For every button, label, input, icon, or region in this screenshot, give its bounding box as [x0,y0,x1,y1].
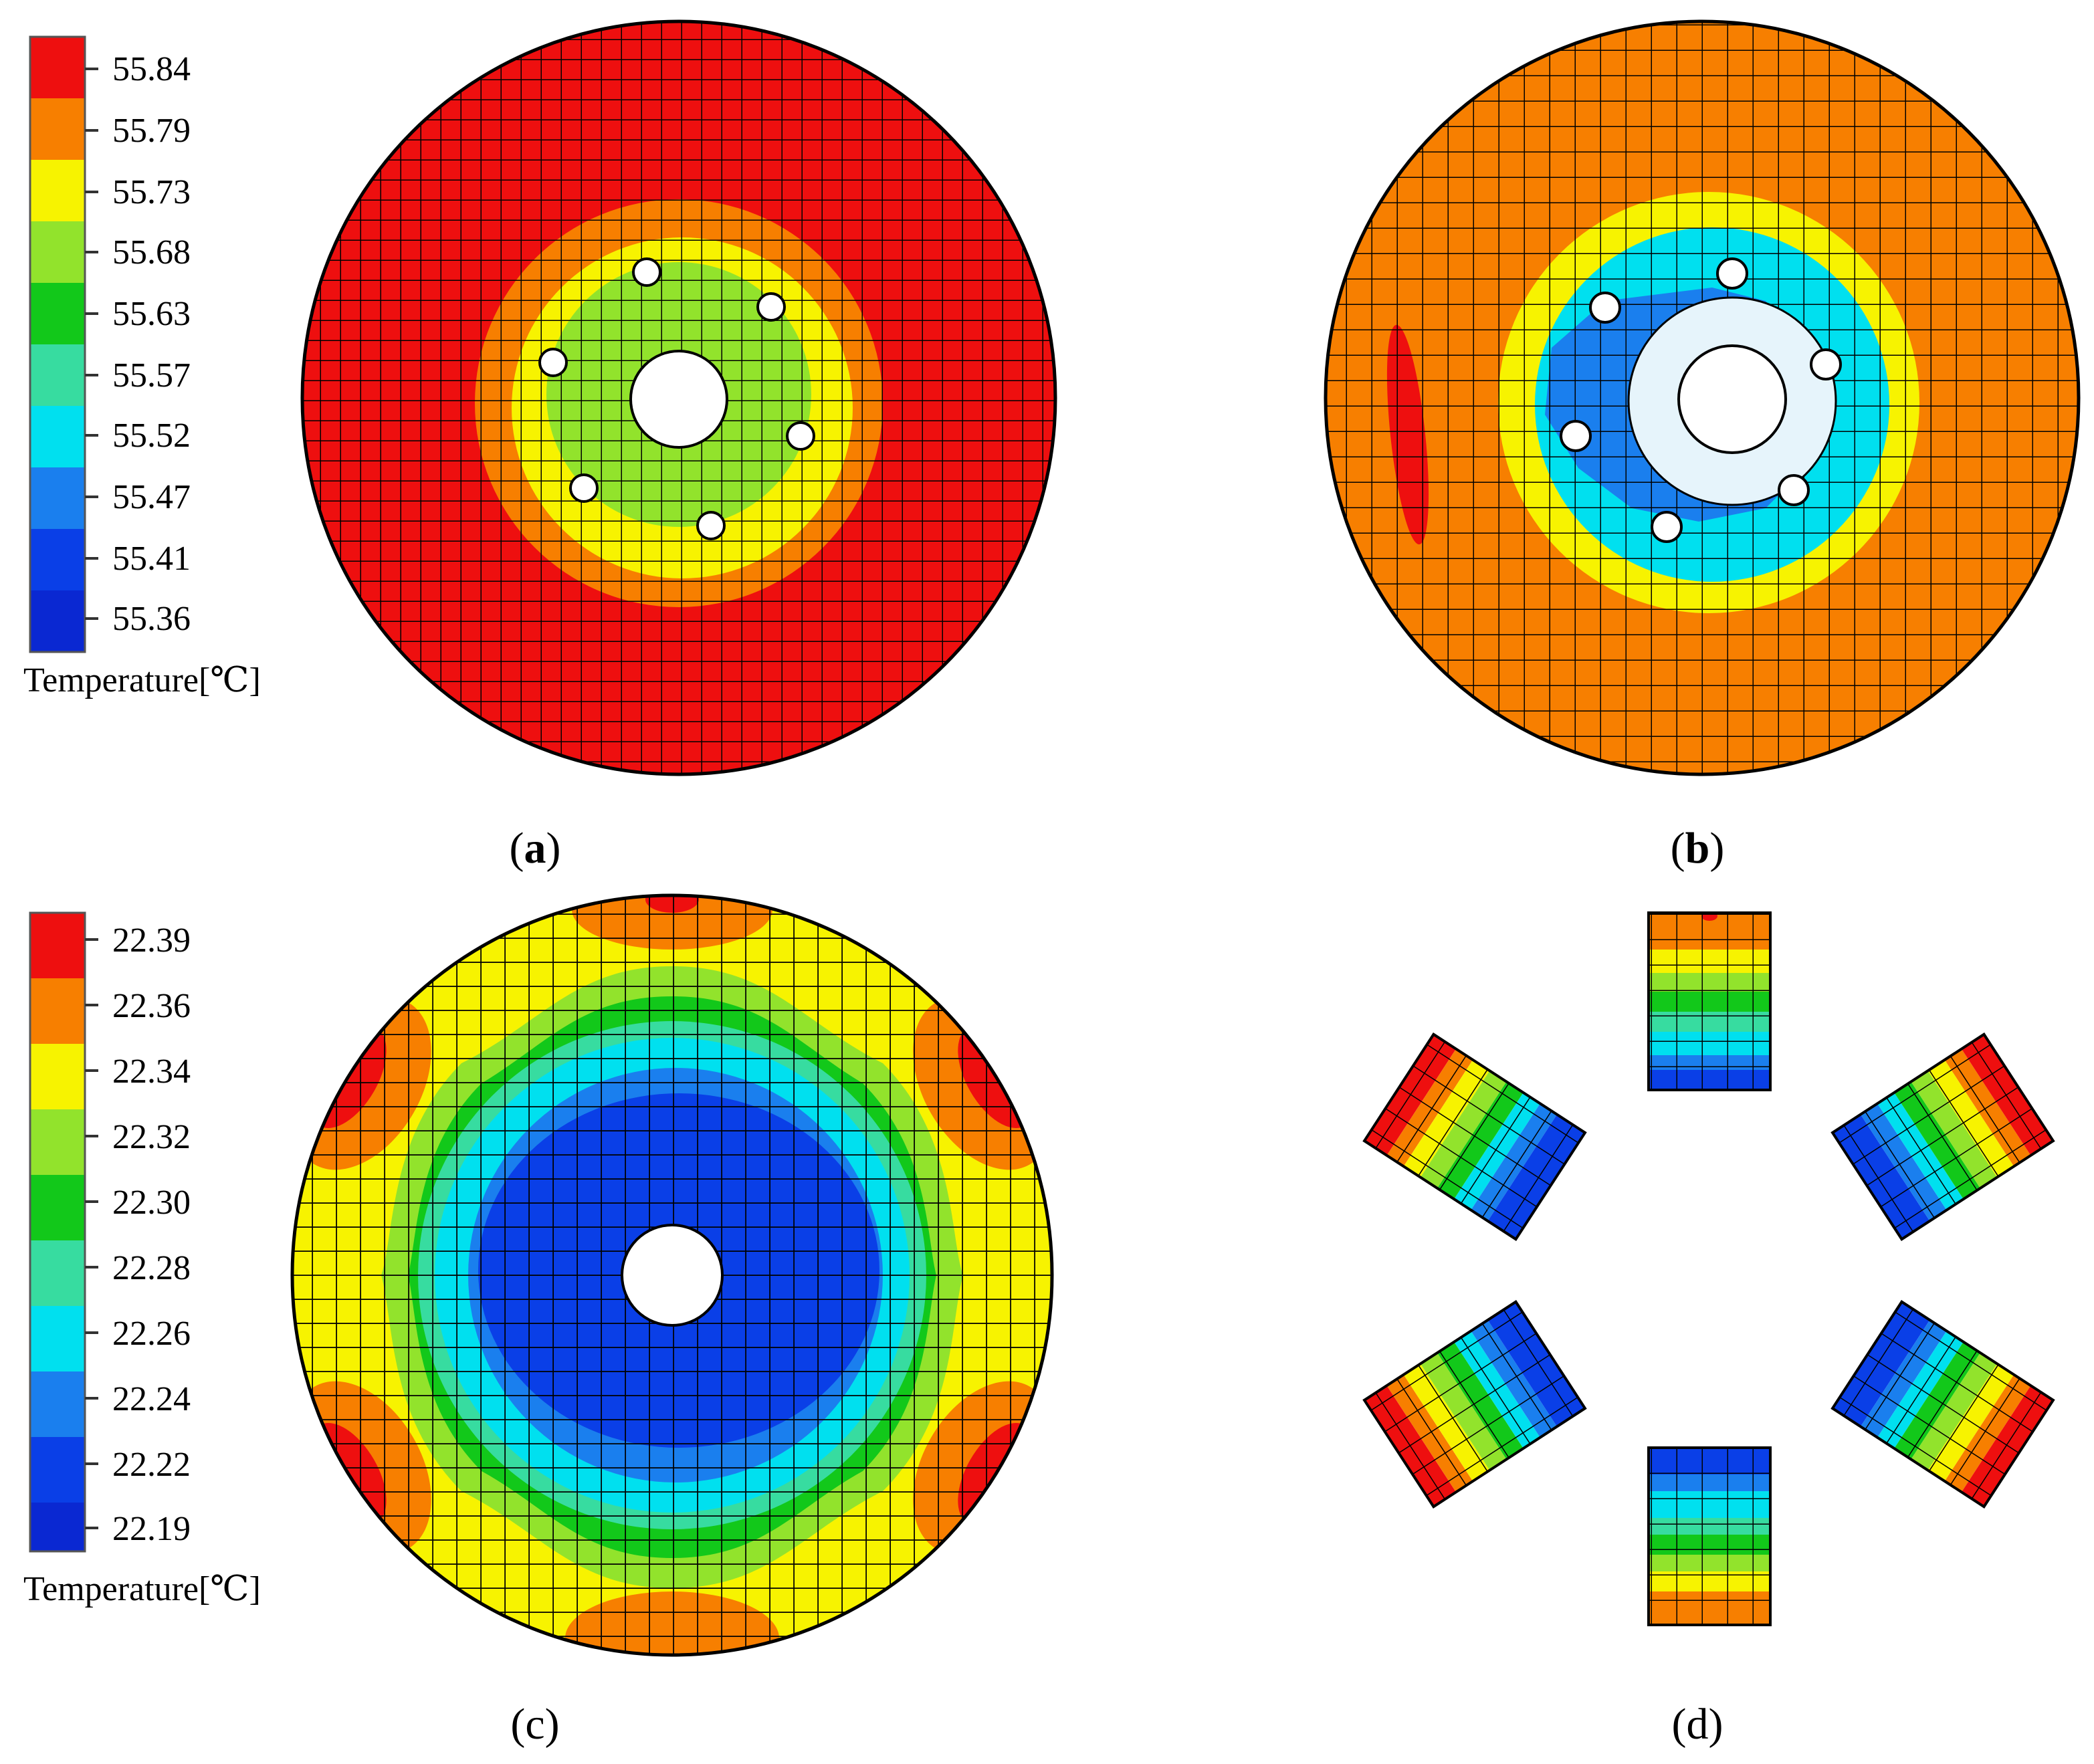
legend-a-label-6: 55.57 [112,356,191,395]
legend-a-label-3: 55.73 [112,173,191,211]
colorbar-a-swatch-3 [30,160,85,221]
colorbar-a [29,35,98,653]
legend-a-label-8: 55.47 [112,478,191,516]
colorbar-a-swatch-4 [30,221,85,283]
pad-d-upper-left [1362,1032,1587,1241]
pad-d-top [1647,911,1772,1091]
legend-c-label-1: 22.39 [112,921,191,960]
legend-c-label-10: 22.19 [112,1510,191,1548]
pad-d-upper-right [1830,1032,2055,1241]
legend-a-label-7: 55.52 [112,417,191,455]
pads-d [1362,911,2055,1626]
legend-c-label-6: 22.28 [112,1249,191,1287]
pad-d-bottom [1647,1446,1772,1626]
legend-c-label-2: 22.36 [112,987,191,1025]
legend-c-label-9: 22.22 [112,1446,191,1484]
pad-d-lower-right [1830,1300,2055,1509]
legend-c-label-4: 22.32 [112,1118,191,1156]
legend-a-label-1: 55.84 [112,50,191,88]
colorbar-a-swatch-6 [30,344,85,406]
colorbar-c-swatch-6 [30,1240,85,1306]
legend-a-label-2: 55.79 [112,112,191,150]
colorbar-a-swatch-5 [30,283,85,344]
colorbar-c-swatch-7 [30,1306,85,1371]
colorbar-c-swatch-2 [30,978,85,1044]
legend-c-label-7: 22.26 [112,1315,191,1353]
colorbar-c-swatch-10 [30,1503,85,1551]
legend-c: 22.39 22.36 22.34 22.32 22.30 22.28 22.2… [23,911,261,1608]
colorbar-a-swatch-8 [30,467,85,529]
colorbar-a-swatch-9 [30,529,85,590]
caption-b: (b) [1671,824,1725,873]
legend-a-label-5: 55.63 [112,295,191,333]
legend-c-label-5: 22.30 [112,1184,191,1222]
colorbar-c-swatch-9 [30,1437,85,1503]
colorbar-a-swatch-2 [30,98,85,160]
disc-b-bolt-holes [1560,257,1842,543]
colorbar-c-swatch-5 [30,1175,85,1240]
caption-a: (a) [510,824,561,873]
colorbar-c-swatch-1 [30,913,85,978]
disc-b-center-hole [1677,344,1787,454]
caption-c: (c) [510,1700,559,1749]
colorbar-a-swatch-7 [30,406,85,467]
disc-c [290,893,1054,1657]
caption-d: (d) [1672,1700,1723,1749]
legend-a-title: Temperature[℃] [23,661,261,699]
disc-a [300,19,1057,776]
colorbar-a-swatch-1 [30,37,85,98]
legend-a-label-4: 55.68 [112,233,191,271]
disc-a-bolt-holes [538,257,815,540]
colorbar-c [29,911,98,1553]
disc-b [1324,19,2081,776]
legend-a: 55.84 55.79 55.73 55.68 55.63 55.57 55.5… [23,35,261,699]
legend-c-label-3: 22.34 [112,1053,191,1091]
legend-c-title: Temperature[℃] [23,1570,261,1608]
colorbar-c-swatch-3 [30,1044,85,1109]
disc-c-center-hole [621,1224,724,1327]
legend-a-label-9: 55.41 [112,540,191,578]
legend-a-label-10: 55.36 [112,600,191,638]
colorbar-a-swatch-10 [30,590,85,652]
pad-d-lower-left [1362,1300,1587,1509]
disc-a-center-hole [629,350,728,449]
legend-c-label-8: 22.24 [112,1380,191,1418]
colorbar-c-swatch-8 [30,1371,85,1437]
colorbar-c-swatch-4 [30,1109,85,1175]
